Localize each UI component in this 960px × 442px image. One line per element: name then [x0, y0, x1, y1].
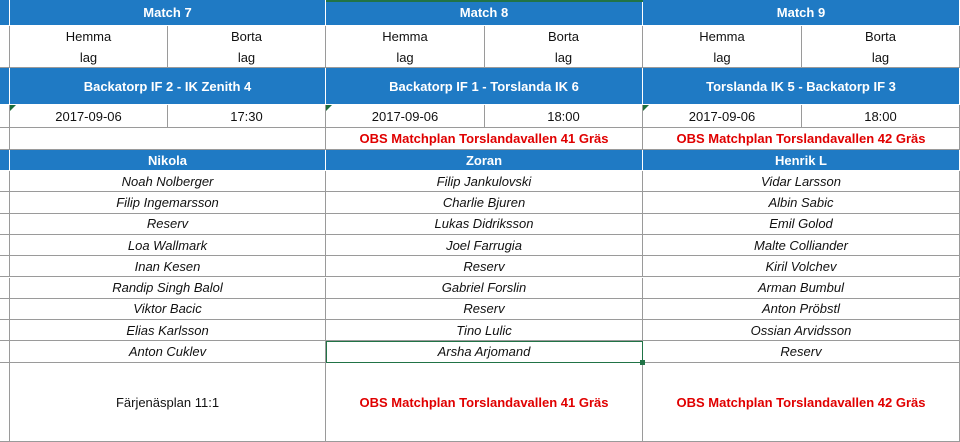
player-cell[interactable]: Anton Cuklev [10, 341, 326, 363]
match-title-cell[interactable]: Match 7 [10, 0, 326, 26]
match-title-cell[interactable]: Match 8 [326, 0, 643, 26]
venue-cell[interactable]: OBS Matchplan Torslandavallen 42 Gräs [643, 363, 960, 442]
row-stub-cell[interactable] [0, 192, 10, 214]
player-cell[interactable]: Anton Pröbstl [643, 298, 960, 321]
match-date-cell[interactable]: 2017-09-06 [10, 105, 168, 128]
home-label-line2: lag [396, 49, 414, 65]
player-cell[interactable]: Viktor Bacic [10, 298, 326, 321]
player-cell[interactable]: Joel Farrugia [326, 234, 643, 257]
away-team-header-cell[interactable]: Borta lag [802, 26, 960, 68]
home-team-header-cell[interactable]: Hemma lag [643, 26, 802, 68]
cell-indicator-triangle [643, 105, 649, 111]
away-team-header-cell[interactable]: Borta lag [168, 26, 326, 68]
row-stub-cell[interactable] [0, 150, 10, 171]
selection-border [326, 0, 643, 2]
match-time-cell[interactable]: 18:00 [485, 105, 643, 128]
player-cell[interactable]: Reserv [326, 298, 643, 321]
player-cell[interactable]: Elias Karlsson [10, 320, 326, 342]
player-cell[interactable]: Arman Bumbul [643, 277, 960, 299]
player-cell[interactable]: Gabriel Forslin [326, 277, 643, 299]
row-stub-cell[interactable] [0, 320, 10, 342]
player-cell[interactable]: Filip Jankulovski [326, 171, 643, 193]
venue-cell[interactable]: Färjenäsplan 11:1 [10, 363, 326, 442]
player-cell[interactable]: Inan Kesen [10, 256, 326, 278]
cell-indicator-triangle [326, 105, 332, 111]
player-cell[interactable]: Lukas Didriksson [326, 213, 643, 235]
player-cell[interactable]: Kiril Volchev [643, 256, 960, 278]
selected-player-cell[interactable]: Arsha Arjomand [326, 341, 643, 363]
player-cell[interactable]: Loa Wallmark [10, 234, 326, 257]
fixture-cell[interactable]: Backatorp IF 2 - IK Zenith 4 [10, 68, 326, 105]
row-stub-cell[interactable] [0, 341, 10, 363]
away-team-header-cell[interactable]: Borta lag [485, 26, 643, 68]
coach-header-cell[interactable]: Nikola [10, 150, 326, 171]
fill-handle[interactable] [640, 359, 645, 365]
home-team-header-cell[interactable]: Hemma lag [10, 26, 168, 68]
match-date-cell[interactable]: 2017-09-06 [326, 105, 485, 128]
row-stub-cell[interactable] [0, 68, 10, 105]
player-cell[interactable]: Filip Ingemarsson [10, 192, 326, 214]
player-cell[interactable]: Charlie Bjuren [326, 192, 643, 214]
home-label-line1: Hemma [699, 28, 745, 44]
row-stub-cell[interactable] [0, 363, 10, 442]
match-title-cell[interactable]: Match 9 [643, 0, 960, 26]
home-label-line1: Hemma [65, 28, 112, 44]
player-cell[interactable]: Tino Lulic [326, 320, 643, 342]
home-label-line2: lag [713, 49, 731, 65]
away-label-line2: lag [871, 49, 890, 65]
home-label-line2: lag [79, 49, 98, 65]
coach-header-cell[interactable]: Henrik L [643, 150, 960, 171]
match-note-cell[interactable]: OBS Matchplan Torslandavallen 42 Gräs [643, 128, 960, 150]
player-cell[interactable]: Emil Golod [643, 213, 960, 235]
venue-cell[interactable]: OBS Matchplan Torslandavallen 41 Gräs [326, 363, 643, 442]
away-label-line1: Borta [547, 28, 580, 44]
player-cell[interactable]: Malte Colliander [643, 234, 960, 257]
fixture-cell[interactable]: Torslanda IK 5 - Backatorp IF 3 [643, 68, 960, 105]
match-date-cell[interactable]: 2017-09-06 [643, 105, 802, 128]
player-cell[interactable]: Reserv [326, 256, 643, 278]
away-label-line1: Borta [864, 28, 897, 44]
coach-header-cell[interactable]: Zoran [326, 150, 643, 171]
match-note-cell[interactable]: OBS Matchplan Torslandavallen 41 Gräs [326, 128, 643, 150]
row-stub-cell[interactable] [0, 26, 10, 68]
fixture-cell[interactable]: Backatorp IF 1 - Torslanda IK 6 [326, 68, 643, 105]
row-stub-cell[interactable] [0, 128, 10, 150]
row-stub-cell[interactable] [0, 171, 10, 193]
row-stub-cell[interactable] [0, 298, 10, 321]
home-team-header-cell[interactable]: Hemma lag [326, 26, 485, 68]
cell-indicator-triangle [10, 105, 16, 111]
player-cell[interactable]: Vidar Larsson [643, 171, 960, 193]
away-label-line1: Borta [230, 28, 263, 44]
row-stub-cell[interactable] [0, 105, 10, 128]
player-cell[interactable]: Noah Nolberger [10, 171, 326, 193]
home-label-line1: Hemma [382, 28, 428, 44]
row-stub-cell[interactable] [0, 213, 10, 235]
match-time-cell[interactable]: 17:30 [168, 105, 326, 128]
row-stub-cell[interactable] [0, 0, 10, 26]
match-time-cell[interactable]: 18:00 [802, 105, 960, 128]
player-cell[interactable]: Reserv [643, 341, 960, 363]
player-cell[interactable]: Randip Singh Balol [10, 277, 326, 299]
away-label-line2: lag [237, 49, 256, 65]
row-stub-cell[interactable] [0, 277, 10, 299]
away-label-line2: lag [554, 49, 573, 65]
player-cell[interactable]: Albin Sabic [643, 192, 960, 214]
player-cell[interactable]: Ossian Arvidsson [643, 320, 960, 342]
row-stub-cell[interactable] [0, 256, 10, 278]
player-cell[interactable]: Reserv [10, 213, 326, 235]
row-stub-cell[interactable] [0, 234, 10, 257]
match-note-cell[interactable] [10, 128, 326, 150]
